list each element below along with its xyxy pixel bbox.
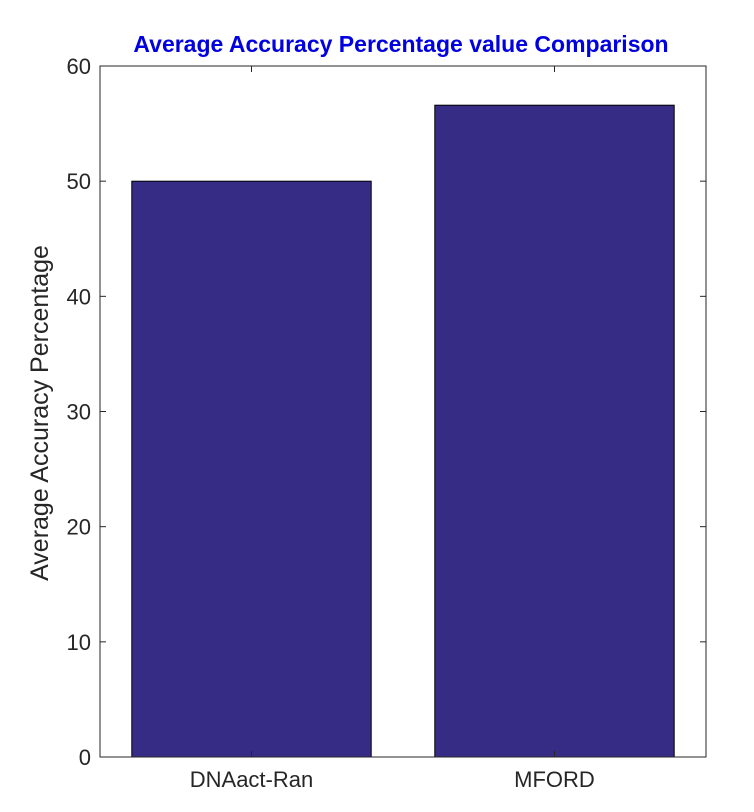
y-tick-label: 60 bbox=[67, 54, 91, 79]
ticks-group: DNAact-Ran MFORD 0 10 20 30 40 50 60 bbox=[67, 54, 706, 792]
y-tick-label: 50 bbox=[67, 169, 91, 194]
bars-group bbox=[131, 104, 675, 758]
x-tick-label: DNAact-Ran bbox=[190, 767, 313, 792]
bar-mford bbox=[434, 104, 675, 758]
x-tick-label: MFORD bbox=[514, 767, 595, 792]
y-tick-label: 40 bbox=[67, 284, 91, 309]
y-tick-label: 0 bbox=[79, 745, 91, 770]
y-tick-label: 30 bbox=[67, 400, 91, 425]
y-tick-label: 10 bbox=[67, 630, 91, 655]
chart-title: Average Accuracy Percentage value Compar… bbox=[133, 31, 668, 57]
y-axis-label: Average Accuracy Percentage bbox=[26, 245, 54, 581]
bar-dnaact-ran bbox=[131, 180, 372, 758]
y-tick-label: 20 bbox=[67, 515, 91, 540]
